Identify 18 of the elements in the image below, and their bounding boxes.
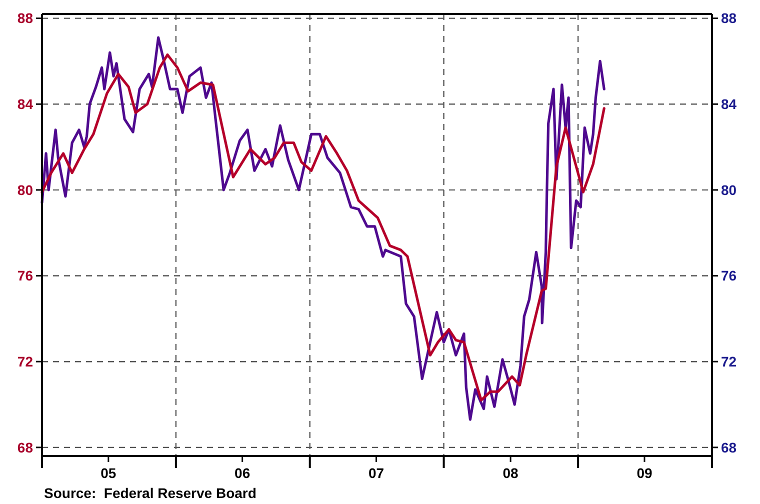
x-tick-label: 08 bbox=[502, 465, 519, 481]
x-tick-label: 06 bbox=[234, 465, 250, 481]
source-note: Source: Federal Reserve Board bbox=[44, 485, 256, 501]
y2-tick-label: 84 bbox=[721, 96, 737, 112]
y-tick-label: 80 bbox=[17, 182, 34, 198]
y2-tick-label: 76 bbox=[721, 268, 737, 284]
y2-tick-label: 88 bbox=[721, 10, 737, 26]
y-tick-label: 68 bbox=[17, 439, 34, 456]
x-tick-label: 05 bbox=[100, 465, 116, 481]
y-tick-label: 72 bbox=[17, 353, 34, 370]
y-tick-label: 76 bbox=[17, 268, 34, 284]
y2-tick-label: 68 bbox=[721, 439, 737, 456]
y2-tick-label: 80 bbox=[721, 182, 737, 198]
x-tick-label: 09 bbox=[636, 465, 652, 481]
y-tick-label: 88 bbox=[17, 10, 34, 26]
y-tick-label: 84 bbox=[17, 96, 34, 112]
y2-tick-label: 72 bbox=[721, 353, 737, 370]
x-tick-label: 07 bbox=[368, 465, 384, 481]
